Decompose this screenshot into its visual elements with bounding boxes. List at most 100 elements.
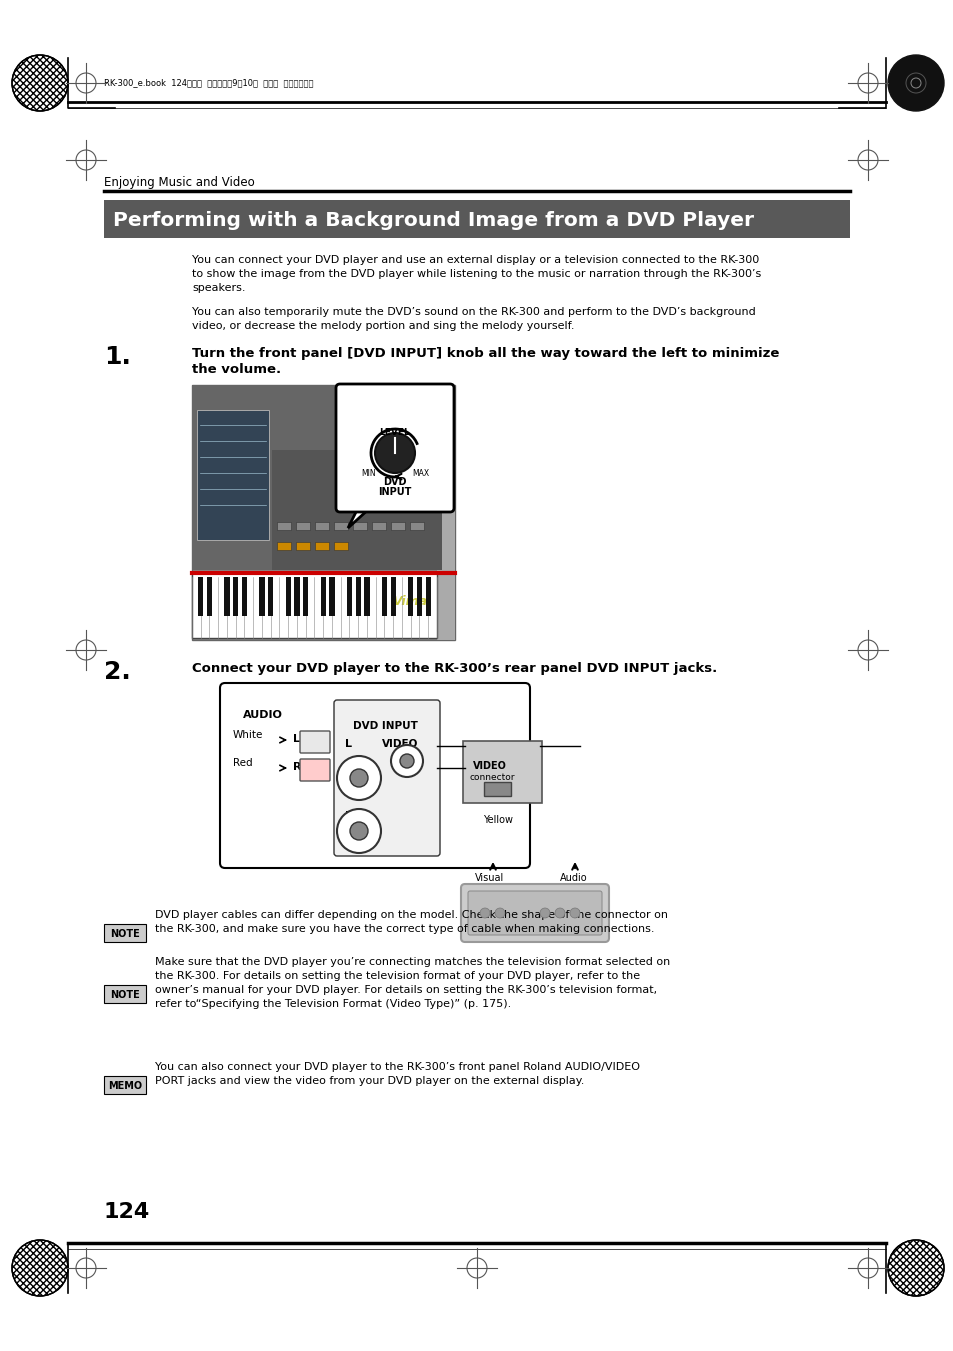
Text: RK-300_e.book  124ページ  ２００８年9月10日  水曜日  午後４晎６分: RK-300_e.book 124ページ ２００８年9月10日 水曜日 午後４晎… bbox=[104, 78, 314, 88]
FancyBboxPatch shape bbox=[299, 759, 330, 781]
Circle shape bbox=[555, 908, 564, 917]
Text: L: L bbox=[345, 739, 352, 748]
Circle shape bbox=[569, 908, 579, 917]
Text: Turn the front panel [DVD INPUT] knob all the way toward the left to minimize: Turn the front panel [DVD INPUT] knob al… bbox=[192, 347, 779, 359]
FancyBboxPatch shape bbox=[242, 577, 247, 616]
FancyBboxPatch shape bbox=[192, 385, 455, 640]
FancyBboxPatch shape bbox=[299, 731, 330, 753]
Text: 2.: 2. bbox=[104, 661, 131, 684]
Text: Visual: Visual bbox=[475, 873, 504, 884]
Text: R: R bbox=[293, 762, 301, 771]
FancyBboxPatch shape bbox=[314, 521, 329, 530]
FancyBboxPatch shape bbox=[295, 542, 310, 550]
Text: Vima: Vima bbox=[392, 594, 427, 608]
FancyBboxPatch shape bbox=[104, 985, 146, 1002]
FancyBboxPatch shape bbox=[391, 521, 405, 530]
FancyBboxPatch shape bbox=[224, 577, 230, 616]
Circle shape bbox=[336, 809, 380, 852]
FancyBboxPatch shape bbox=[192, 385, 455, 570]
Circle shape bbox=[495, 908, 504, 917]
Text: Connect your DVD player to the RK-300’s rear panel DVD INPUT jacks.: Connect your DVD player to the RK-300’s … bbox=[192, 662, 717, 676]
FancyBboxPatch shape bbox=[408, 577, 413, 616]
Text: Make sure that the DVD player you’re connecting matches the television format se: Make sure that the DVD player you’re con… bbox=[154, 957, 670, 967]
Text: Yellow: Yellow bbox=[482, 815, 513, 825]
Text: MIN: MIN bbox=[361, 469, 375, 478]
Text: INPUT: INPUT bbox=[378, 486, 412, 497]
FancyBboxPatch shape bbox=[192, 573, 436, 638]
Text: MEMO: MEMO bbox=[108, 1081, 142, 1092]
FancyBboxPatch shape bbox=[207, 577, 212, 616]
FancyBboxPatch shape bbox=[104, 924, 146, 942]
Text: AUDIO: AUDIO bbox=[243, 711, 283, 720]
FancyBboxPatch shape bbox=[353, 521, 367, 530]
FancyBboxPatch shape bbox=[303, 577, 308, 616]
Text: You can connect your DVD player and use an external display or a television conn: You can connect your DVD player and use … bbox=[192, 255, 759, 265]
FancyBboxPatch shape bbox=[320, 577, 326, 616]
Circle shape bbox=[12, 1240, 68, 1296]
FancyBboxPatch shape bbox=[334, 521, 348, 530]
Text: speakers.: speakers. bbox=[192, 282, 245, 293]
FancyBboxPatch shape bbox=[334, 700, 439, 857]
FancyBboxPatch shape bbox=[104, 200, 849, 238]
Text: VIDEO: VIDEO bbox=[381, 739, 418, 748]
FancyBboxPatch shape bbox=[259, 577, 264, 616]
Text: NOTE: NOTE bbox=[110, 929, 140, 939]
Text: the RK-300, and make sure you have the correct type of cable when making connect: the RK-300, and make sure you have the c… bbox=[154, 924, 654, 934]
Circle shape bbox=[350, 769, 368, 788]
Text: owner’s manual for your DVD player. For details on setting the RK-300’s televisi: owner’s manual for your DVD player. For … bbox=[154, 985, 657, 994]
FancyBboxPatch shape bbox=[104, 1075, 146, 1094]
Text: 1.: 1. bbox=[104, 345, 131, 369]
FancyBboxPatch shape bbox=[436, 385, 455, 640]
Text: Audio: Audio bbox=[559, 873, 587, 884]
FancyBboxPatch shape bbox=[347, 577, 352, 616]
Text: 124: 124 bbox=[104, 1202, 150, 1223]
Text: L: L bbox=[293, 734, 299, 744]
FancyBboxPatch shape bbox=[335, 384, 454, 512]
FancyBboxPatch shape bbox=[334, 542, 348, 550]
FancyBboxPatch shape bbox=[329, 577, 335, 616]
FancyBboxPatch shape bbox=[285, 577, 291, 616]
Text: NOTE: NOTE bbox=[110, 990, 140, 1000]
Text: DVD INPUT: DVD INPUT bbox=[353, 721, 417, 731]
Text: DVD player cables can differ depending on the model. Check the shape of the conn: DVD player cables can differ depending o… bbox=[154, 911, 667, 920]
Text: You can also temporarily mute the DVD’s sound on the RK-300 and perform to the D: You can also temporarily mute the DVD’s … bbox=[192, 307, 755, 317]
FancyBboxPatch shape bbox=[425, 577, 431, 616]
Text: Performing with a Background Image from a DVD Player: Performing with a Background Image from … bbox=[112, 211, 753, 230]
FancyBboxPatch shape bbox=[372, 521, 386, 530]
Text: refer to“Specifying the Television Format (Video Type)” (p. 175).: refer to“Specifying the Television Forma… bbox=[154, 998, 511, 1009]
Circle shape bbox=[887, 1240, 943, 1296]
FancyBboxPatch shape bbox=[410, 521, 423, 530]
Text: to show the image from the DVD player while listening to the music or narration : to show the image from the DVD player wh… bbox=[192, 269, 760, 280]
Text: Enjoying Music and Video: Enjoying Music and Video bbox=[104, 176, 254, 189]
FancyBboxPatch shape bbox=[233, 577, 238, 616]
Circle shape bbox=[479, 908, 490, 917]
Text: the volume.: the volume. bbox=[192, 363, 281, 376]
FancyBboxPatch shape bbox=[272, 450, 441, 570]
FancyBboxPatch shape bbox=[220, 684, 530, 867]
Circle shape bbox=[336, 757, 380, 800]
FancyBboxPatch shape bbox=[483, 782, 511, 796]
Text: connector: connector bbox=[470, 773, 515, 782]
Text: the RK-300. For details on setting the television format of your DVD player, ref: the RK-300. For details on setting the t… bbox=[154, 971, 639, 981]
Text: MAX: MAX bbox=[412, 469, 429, 478]
Circle shape bbox=[539, 908, 550, 917]
Text: White: White bbox=[233, 730, 263, 740]
FancyBboxPatch shape bbox=[198, 577, 203, 616]
Text: video, or decrease the melody portion and sing the melody yourself.: video, or decrease the melody portion an… bbox=[192, 322, 574, 331]
Text: LEVEL: LEVEL bbox=[379, 428, 410, 436]
Circle shape bbox=[399, 754, 414, 767]
Text: You can also connect your DVD player to the RK-300’s front panel Roland AUDIO/VI: You can also connect your DVD player to … bbox=[154, 1062, 639, 1071]
FancyBboxPatch shape bbox=[381, 577, 387, 616]
FancyBboxPatch shape bbox=[276, 521, 291, 530]
Text: Red: Red bbox=[233, 758, 253, 767]
Circle shape bbox=[887, 55, 943, 111]
FancyBboxPatch shape bbox=[355, 577, 360, 616]
Text: PORT jacks and view the video from your DVD player on the external display.: PORT jacks and view the video from your … bbox=[154, 1075, 584, 1086]
FancyBboxPatch shape bbox=[196, 409, 269, 540]
Polygon shape bbox=[348, 508, 370, 528]
FancyBboxPatch shape bbox=[462, 740, 541, 802]
Text: R: R bbox=[345, 811, 354, 821]
FancyBboxPatch shape bbox=[276, 542, 291, 550]
Circle shape bbox=[391, 744, 422, 777]
FancyBboxPatch shape bbox=[268, 577, 274, 616]
